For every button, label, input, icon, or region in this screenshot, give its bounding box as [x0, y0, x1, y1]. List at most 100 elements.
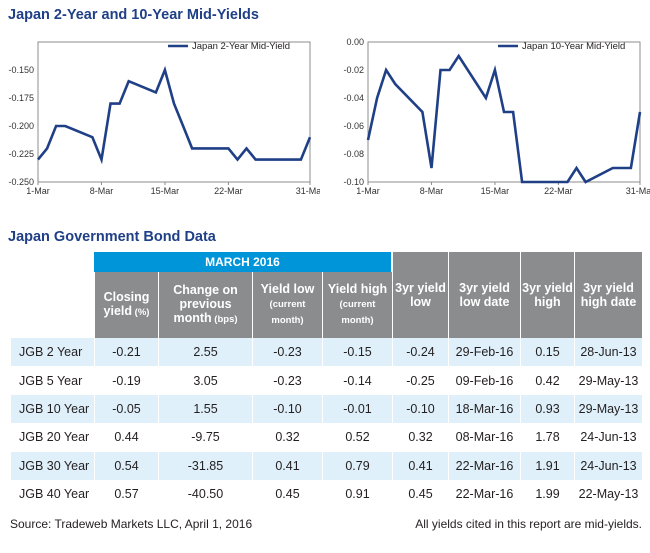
y-tick-label: -0.250	[8, 177, 34, 187]
col-header-yield-low: Yield low (current month)	[252, 272, 322, 338]
table-cell: 0.93	[520, 394, 574, 424]
x-tick-label: 1-Mar	[26, 186, 50, 196]
table-cell: 22-Mar-16	[448, 479, 520, 509]
table-cell: -0.14	[322, 366, 392, 395]
table-cell: -0.21	[94, 338, 158, 367]
y-tick-label: -0.150	[8, 65, 34, 75]
table-cell: 0.52	[322, 423, 392, 452]
row-name: JGB 30 Year	[10, 451, 94, 480]
table-cell: -0.10	[392, 394, 448, 424]
table-row: JGB 10 Year -0.05 1.55 -0.10 -0.01 -0.10 18-Ma…	[10, 394, 642, 424]
table-cell: -0.23	[252, 366, 322, 395]
table-cell: 0.45	[252, 479, 322, 509]
x-tick-label: 15-Mar	[481, 186, 510, 196]
x-tick-label: 8-Mar	[420, 186, 444, 196]
table-cell: -0.23	[252, 338, 322, 367]
table-cell: 0.54	[94, 451, 158, 480]
row-name: JGB 40 Year	[10, 479, 94, 509]
table-row: JGB 30 Year 0.54 -31.85 0.41 0.79 0.41 22-Mar-…	[10, 451, 642, 480]
table-cell: 0.45	[392, 479, 448, 509]
table-cell: -0.25	[392, 366, 448, 395]
table-cell: 0.57	[94, 479, 158, 509]
legend-label: Japan 2-Year Mid-Yield	[192, 41, 290, 52]
table-cell: 29-Feb-16	[448, 338, 520, 367]
table-cell: -0.01	[322, 394, 392, 424]
x-tick-label: 22-Mar	[544, 186, 573, 196]
table-cell: 09-Feb-16	[448, 366, 520, 395]
row-name: JGB 5 Year	[10, 366, 94, 395]
y-tick-label: -0.08	[343, 149, 364, 159]
x-tick-label: 8-Mar	[90, 186, 114, 196]
table-cell: 29-May-13	[574, 394, 642, 424]
col-header-change: Change on previous month (bps)	[158, 272, 252, 338]
col-header-closing: Closing yield (%)	[94, 272, 158, 338]
source-note: Source: Tradeweb Markets LLC, April 1, 2…	[10, 517, 253, 531]
table-cell: 22-Mar-16	[448, 451, 520, 480]
table-cell: -0.15	[322, 338, 392, 367]
table-row: JGB 20 Year 0.44 -9.75 0.32 0.52 0.32 08-Mar-1…	[10, 423, 642, 452]
table-row: JGB 40 Year 0.57 -40.50 0.45 0.91 0.45 22-Mar-…	[10, 479, 642, 509]
chart-10-year: 0.00 -0.02 -0.04 -0.06 -0.08 -0.101-Mar 8-Mar 1…	[343, 37, 650, 196]
table-cell: 1.91	[520, 451, 574, 480]
x-tick-label: 22-Mar	[214, 186, 243, 196]
table-cell: 3.05	[158, 366, 252, 395]
table-cell: 2.55	[158, 338, 252, 367]
row-name: JGB 2 Year	[10, 338, 94, 367]
y-tick-label: -0.200	[8, 121, 34, 131]
y-tick-label: -0.06	[343, 121, 364, 131]
x-tick-label: 31-Mar	[626, 186, 650, 196]
table-cell: 0.44	[94, 423, 158, 452]
table-cell: 1.99	[520, 479, 574, 509]
y-tick-label: -0.225	[8, 149, 34, 159]
table-corner	[10, 252, 94, 272]
y-tick-label: -0.10	[343, 177, 364, 187]
charts-title: Japan 2-Year and 10-Year Mid-Yields	[8, 7, 259, 23]
table-cell: 08-Mar-16	[448, 423, 520, 452]
y-tick-label: -0.175	[8, 93, 34, 103]
table-cell: 24-Jun-13	[574, 451, 642, 480]
table-title: Japan Government Bond Data	[8, 229, 216, 245]
table-cell: -0.10	[252, 394, 322, 424]
table-cell: 18-Mar-16	[448, 394, 520, 424]
table-cell: -0.24	[392, 338, 448, 367]
table-cell: 1.55	[158, 394, 252, 424]
x-tick-label: 31-Mar	[296, 186, 320, 196]
bond-data-table: MARCH 2016 3yr yield low 3yr yield low d…	[10, 252, 642, 509]
table-cell: 28-Jun-13	[574, 338, 642, 367]
table-cell: 24-Jun-13	[574, 423, 642, 452]
table-cell: 0.91	[322, 479, 392, 509]
table-row: JGB 5 Year -0.19 3.05 -0.23 -0.14 -0.25 09-Feb…	[10, 366, 642, 395]
col-header-3yr-high: 3yr yield high	[520, 252, 574, 338]
table-cell: -40.50	[158, 479, 252, 509]
group-header-march: MARCH 2016	[94, 252, 392, 272]
table-cell: -0.19	[94, 366, 158, 395]
table-cell: 0.42	[520, 366, 574, 395]
table-cell: -9.75	[158, 423, 252, 452]
table-cell: 0.41	[392, 451, 448, 480]
table-cell: 0.79	[322, 451, 392, 480]
row-name: JGB 20 Year	[10, 423, 94, 452]
series-line	[366, 53, 642, 184]
table-cell: -0.05	[94, 394, 158, 424]
table-cell: 0.32	[252, 423, 322, 452]
table-cell: 0.15	[520, 338, 574, 367]
col-header-3yr-low: 3yr yield low	[392, 252, 448, 338]
legend-label: Japan 10-Year Mid-Yield	[522, 41, 625, 52]
col-header-yield-high: Yield high (current month)	[322, 272, 392, 338]
table-cell: 29-May-13	[574, 366, 642, 395]
table-row: JGB 2 Year -0.21 2.55 -0.23 -0.15 -0.24 29-Feb…	[10, 338, 642, 367]
table-cell: 0.41	[252, 451, 322, 480]
col-header-3yr-low-date: 3yr yield low date	[448, 252, 520, 338]
y-tick-label: 0.00	[346, 37, 364, 47]
plot-frame	[37, 41, 311, 183]
table-body: JGB 2 Year -0.21 2.55 -0.23 -0.15 -0.24 29-Feb…	[10, 338, 642, 509]
table-cell: 1.78	[520, 423, 574, 452]
mid-yield-note: All yields cited in this report are mid-…	[415, 517, 642, 531]
row-name: JGB 10 Year	[10, 394, 94, 424]
y-tick-label: -0.04	[343, 93, 364, 103]
table-cell: 22-May-13	[574, 479, 642, 509]
table-corner-lower	[10, 272, 94, 338]
x-tick-label: 1-Mar	[356, 186, 380, 196]
table-cell: 0.32	[392, 423, 448, 452]
